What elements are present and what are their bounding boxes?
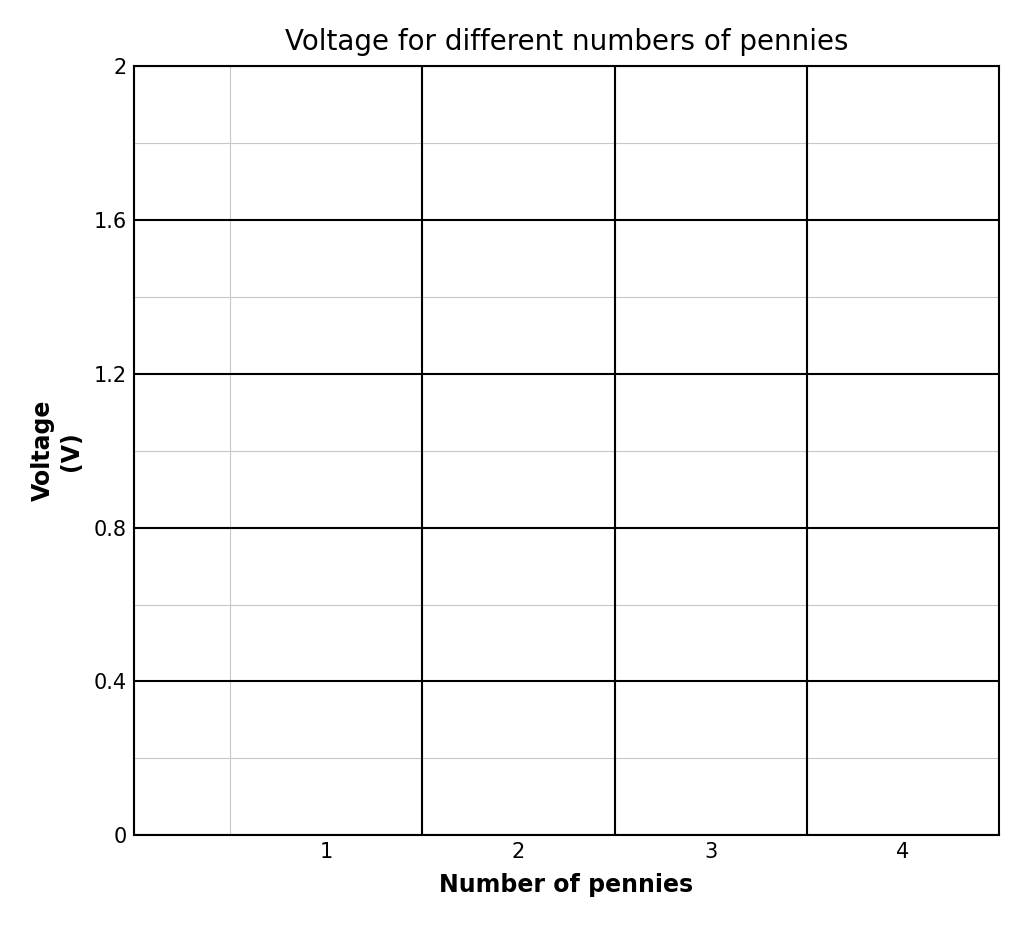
Y-axis label: Voltage
(V): Voltage (V) [31, 400, 82, 501]
X-axis label: Number of pennies: Number of pennies [440, 873, 693, 897]
Title: Voltage for different numbers of pennies: Voltage for different numbers of pennies [284, 28, 849, 56]
